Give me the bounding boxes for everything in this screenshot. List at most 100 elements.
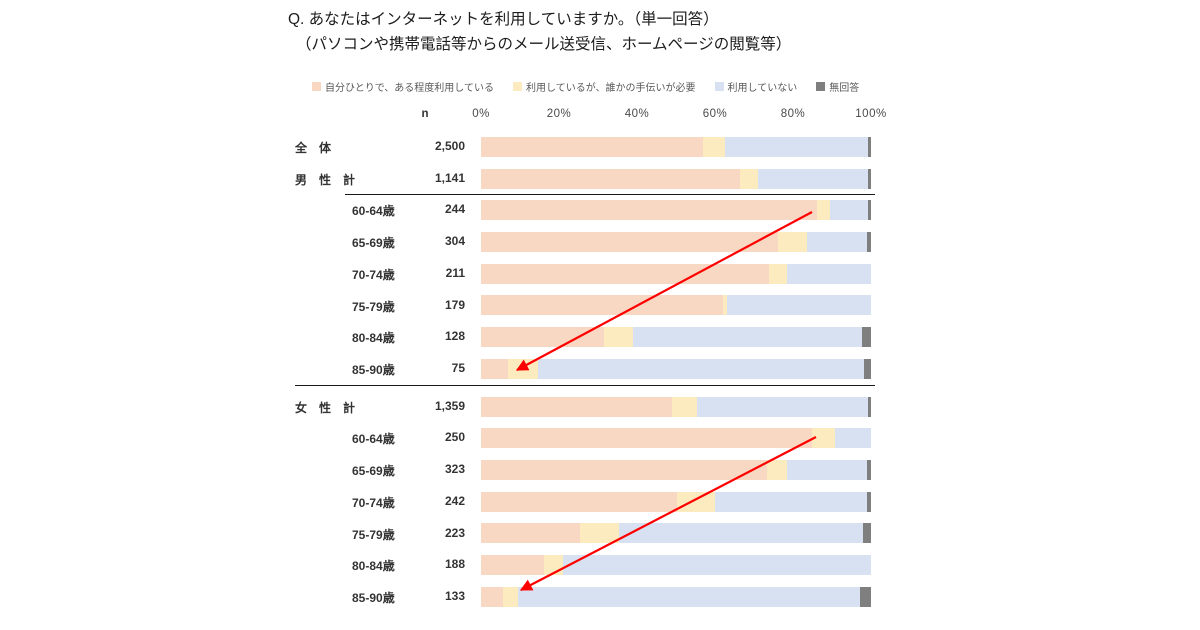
x-axis-tick: 40% [624,108,650,120]
row-n-value: 211 [445,265,465,280]
chart-row: 65-69歳 304 [0,226,1200,258]
chart-row: 85-90歳 133 [0,581,1200,613]
bar-track [481,168,871,189]
x-axis-tick: 20% [546,108,572,120]
row-n-value: 133 [444,589,465,604]
segment-not-using [619,523,864,544]
segment-uses-alone [481,358,509,379]
segment-needs-help [544,555,564,576]
bar-track [481,231,871,252]
segment-not-using [830,200,868,221]
segment-needs-help [817,200,831,221]
row-n-value: 1,141 [434,170,465,185]
row-label: 85-90歳 [352,363,395,378]
chart-row: 女 性 計 1,359 [0,391,1200,423]
bar-track [481,327,871,348]
row-n-value: 2,500 [434,139,465,153]
bar-track [481,295,871,316]
segment-not-using [697,396,868,417]
segment-needs-help [811,428,836,449]
row-label: 80-84歳 [352,559,395,574]
segment-no-answer [867,200,871,221]
segment-no-answer [864,358,871,379]
legend-item: 利用しているが、誰かの手伝いが必要 [513,79,696,94]
segment-uses-alone [481,200,818,221]
question-line-1: Q. あなたはインターネットを利用していますか。（単一回答） [288,11,719,28]
legend-label: 自分ひとりで、ある程度利用している [325,83,494,94]
row-label: 65-69歳 [352,236,395,251]
row-n-value: 75 [451,361,465,376]
x-axis-tick: 80% [780,108,806,120]
chart-row: 70-74歳 242 [0,486,1200,518]
row-n-value: 188 [444,557,465,572]
segment-needs-help [502,586,519,607]
row-label: 女 性 計 [295,400,356,415]
row-n-value: 223 [444,525,465,540]
row-label: 65-69歳 [352,464,395,479]
x-axis-tick: 100% [855,108,887,120]
segment-no-answer [863,523,871,544]
legend: 自分ひとりで、ある程度利用している 利用しているが、誰かの手伝いが必要 利用して… [312,79,859,94]
segment-needs-help [671,396,698,417]
segment-uses-alone [481,327,604,348]
chart-row: 80-84歳 128 [0,321,1200,353]
row-n-value: 128 [444,329,465,344]
bar-track [481,459,871,480]
legend-item: 無回答 [816,79,859,94]
segment-uses-alone [481,136,704,157]
segment-needs-help [769,263,787,284]
row-label: 男 性 計 [295,172,356,187]
segment-not-using [758,168,868,189]
segment-not-using [787,459,868,480]
segment-needs-help [603,327,633,348]
stacked-bar-chart: 全 体 2,500 男 性 計 1,141 60-64歳 244 65-69歳 [0,131,1200,613]
segment-uses-alone [481,523,581,544]
segment-not-using [518,586,861,607]
row-n-value: 1,359 [434,398,465,413]
chart-row: 男 性 計 1,141 [0,163,1200,196]
bar-track [481,555,871,576]
segment-no-answer [867,168,871,189]
segment-uses-alone [481,428,812,449]
row-label: 全 体 [295,141,332,155]
bar-track [481,523,871,544]
question-line-2: （パソコンや携帯電話等からのメール送受信、ホームページの閲覧等） [296,36,792,53]
row-label: 85-90歳 [352,591,395,606]
segment-uses-alone [481,263,770,284]
row-label: 80-84歳 [352,331,395,346]
bar-track [481,200,871,221]
segment-needs-help [508,358,539,379]
x-axis-tick: 60% [702,108,728,120]
chart-row: 75-79歳 223 [0,518,1200,550]
row-label: 70-74歳 [352,267,395,282]
row-label: 75-79歳 [352,299,395,314]
segment-no-answer [867,459,871,480]
segment-needs-help [739,168,759,189]
legend-label: 利用しているが、誰かの手伝いが必要 [526,83,696,94]
segment-needs-help [580,523,620,544]
legend-color-swatch [312,82,321,91]
row-label: 60-64歳 [352,204,395,219]
row-n-value: 250 [444,430,465,445]
chart-row: 80-84歳 188 [0,549,1200,581]
bar-track [481,491,871,512]
segment-uses-alone [481,168,740,189]
row-label: 75-79歳 [352,527,395,542]
segment-not-using [807,231,868,252]
segment-uses-alone [481,396,672,417]
segment-uses-alone [481,555,545,576]
legend-item: 自分ひとりで、ある程度利用している [312,79,494,94]
segment-not-using [538,358,865,379]
n-column-header: n [421,108,429,120]
chart-row: 60-64歳 250 [0,422,1200,454]
chart-row: 75-79歳 179 [0,290,1200,322]
segment-no-answer [860,586,871,607]
segment-not-using [727,295,871,316]
row-n-value: 244 [444,202,465,217]
question-title: Q. あなたはインターネットを利用していますか。（単一回答） （パソコンや携帯電… [288,7,791,57]
segment-uses-alone [481,295,724,316]
legend-color-swatch [513,82,522,91]
segment-no-answer [867,136,871,157]
bar-track [481,358,871,379]
bar-track [481,396,871,417]
